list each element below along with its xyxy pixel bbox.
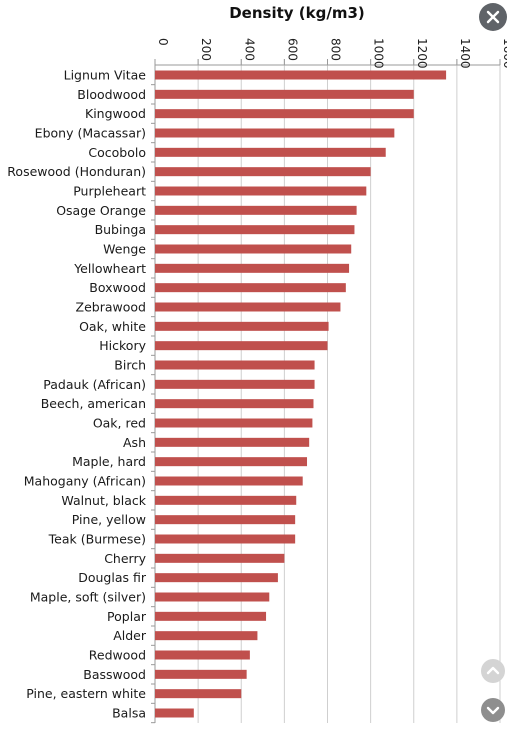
x-axis-tick-labels: 0 200 400 600 800 1000 1200 1400 1600 [156,38,507,69]
category-label: Bubinga [95,222,146,237]
bar [155,302,341,312]
bar [155,89,414,99]
category-label: Kingwood [85,106,146,121]
category-label: Oak, red [93,416,146,431]
bar [155,457,308,467]
category-label: Redwood [89,648,146,663]
x-tick-label: 1600 [501,38,507,69]
category-label: Lignum Vitae [64,68,147,83]
x-tick-label: 800 [329,38,343,61]
x-tick-label: 0 [156,38,170,46]
bar [155,225,355,235]
bar [155,708,194,718]
bar [155,341,328,351]
close-icon [486,10,500,24]
category-label: Maple, hard [72,454,146,469]
scroll-up-button[interactable] [481,659,505,683]
category-label: Beech, american [41,396,146,411]
bars [155,70,447,718]
category-label: Pine, eastern white [26,686,146,701]
chart-title: Density (kg/m3) [229,4,365,22]
category-label: Rosewood (Honduran) [7,164,146,179]
category-label: Zebrawood [76,300,146,315]
bar [155,689,242,699]
category-label: Osage Orange [56,203,146,218]
category-label: Mahogany (African) [24,474,146,489]
bar [155,205,357,215]
x-tick-label: 1200 [415,38,429,69]
axes [151,59,501,724]
close-button[interactable] [479,3,507,31]
category-label: Alder [113,628,147,643]
category-label: Walnut, black [61,493,146,508]
bar [155,147,386,157]
bar [155,476,303,486]
category-label: Cocobolo [88,145,146,160]
x-tick-label: 400 [242,38,256,61]
bar [155,263,350,273]
category-label: Cherry [104,551,146,566]
bar [155,418,313,428]
bar [155,283,346,293]
bar [155,573,278,583]
category-label: Ash [123,435,146,450]
category-label: Basswood [83,667,146,682]
category-label: Oak, white [79,319,146,334]
category-label: Wenge [103,242,146,257]
bar [155,70,447,80]
bar [155,611,267,621]
chevron-up-icon [486,666,500,675]
bar [155,167,371,177]
x-tick-label: 200 [199,38,213,61]
bar [155,631,258,641]
bar [155,592,270,602]
category-label: Balsa [112,706,146,721]
bar [155,437,310,447]
category-label: Padauk (African) [43,377,146,392]
category-label: Hickory [99,338,146,353]
bar [155,128,395,138]
category-label: Boxwood [89,280,146,295]
bar [155,360,315,370]
bar [155,109,414,119]
bar [155,669,247,679]
category-label: Birch [114,358,146,373]
bar [155,515,296,525]
category-label: Maple, soft (silver) [30,590,146,605]
category-label: Pine, yellow [72,512,146,527]
bar [155,186,367,196]
category-label: Yellowheart [73,261,146,276]
category-label: Purpleheart [73,184,146,199]
category-label: Teak (Burmese) [48,532,146,547]
category-labels: Lignum Vitae Bloodwood Kingwood Ebony (Maca… [7,68,147,721]
bar [155,534,296,544]
category-label: Douglas fir [78,570,147,585]
bar [155,553,285,563]
x-tick-label: 600 [285,38,299,61]
category-label: Poplar [107,609,147,624]
gridlines [197,59,501,723]
bar [155,321,329,331]
category-label: Bloodwood [77,87,146,102]
x-tick-label: 1400 [458,38,472,69]
scroll-down-button[interactable] [481,698,505,722]
bar [155,399,314,409]
category-label: Ebony (Macassar) [35,126,146,141]
bar [155,495,297,505]
x-tick-label: 1000 [372,38,386,69]
bar [155,244,352,254]
chevron-down-icon [486,706,500,715]
bar [155,650,250,660]
bar [155,379,315,389]
